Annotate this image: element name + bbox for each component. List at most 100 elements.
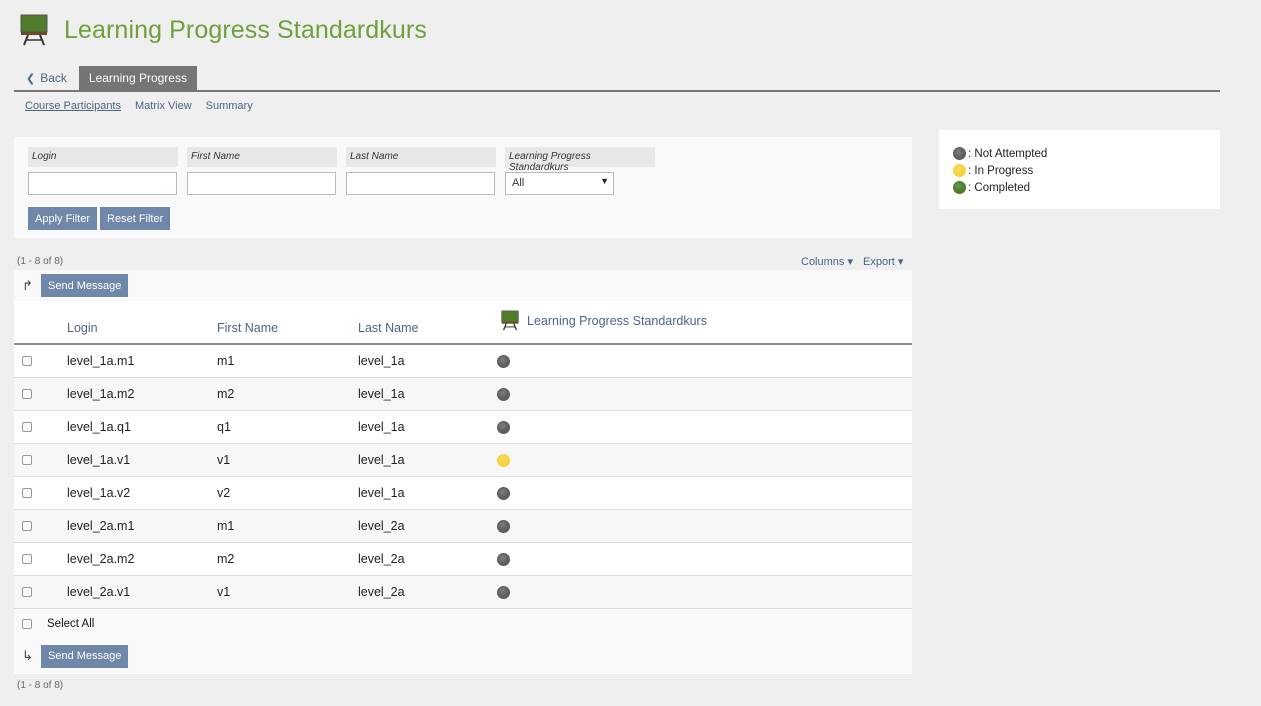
cell-first-name: v1 [217,585,231,599]
table-row: level_1a.m2 m2 level_1a [14,378,912,411]
cell-first-name: m2 [217,552,235,566]
legend-not-attempted-label: : Not Attempted [968,147,1048,160]
chevron-left-icon: ❮ [26,72,36,85]
select-all-checkbox[interactable] [22,619,32,629]
cell-login: level_2a.v1 [67,585,131,599]
tab-learning-progress[interactable]: Learning Progress [78,66,197,90]
row-checkbox[interactable] [22,455,32,465]
course-status-select-value: All [512,177,525,189]
cell-login: level_1a.m2 [67,387,135,401]
arrow-up-right-icon: ↱ [22,277,33,293]
tab-bar: ❮ Back Learning Progress [14,66,1220,92]
export-dropdown[interactable]: Export ▾ [863,255,903,268]
last-name-filter: Last Name [346,147,496,195]
table-controls: Columns ▾ Export ▾ [801,255,903,268]
first-name-filter: First Name [187,147,337,195]
export-dropdown-label: Export [863,256,895,268]
column-header-first-name[interactable]: First Name [217,321,279,335]
status-dot-icon [497,354,510,368]
back-tab[interactable]: ❮ Back [14,66,79,90]
select-all-label: Select All [47,618,95,630]
status-dot-icon [953,181,966,194]
cell-login: level_1a.q1 [67,420,131,434]
legend-in-progress-label: : In Progress [968,164,1034,177]
page-title: Learning Progress Standardkurs [64,15,427,44]
cell-login: level_2a.m1 [67,519,135,533]
filter-panel: Login First Name Last Name Learning Prog… [14,137,912,238]
table-row: level_2a.m2 m2 level_2a [14,543,912,576]
cell-last-name: level_1a [358,420,405,434]
table-row: level_2a.m1 m1 level_2a [14,510,912,543]
column-header-login[interactable]: Login [67,321,98,335]
apply-filter-button[interactable]: Apply Filter [28,207,98,230]
legend-completed-label: : Completed [968,181,1031,194]
first-name-filter-label: First Name [187,147,337,167]
column-header-course-label: Learning Progress Standardkurs [527,313,707,328]
status-dot-icon [953,164,966,177]
row-checkbox[interactable] [22,554,32,564]
legend-not-attempted: : Not Attempted [953,145,1206,162]
cell-login: level_2a.m2 [67,552,135,566]
status-dot-icon [497,519,510,533]
first-name-filter-input[interactable] [187,172,336,195]
caret-down-icon: ▾ [897,256,904,268]
status-dot-icon [497,585,510,599]
cell-last-name: level_1a [358,486,405,500]
cell-login: level_1a.v1 [67,453,131,467]
subtab-course-participants[interactable]: Course Participants [25,100,121,112]
subtab-summary[interactable]: Summary [205,100,253,112]
cell-last-name: level_2a [358,519,405,533]
cell-first-name: m2 [217,387,235,401]
table-row: level_1a.q1 q1 level_1a [14,411,912,444]
row-checkbox[interactable] [22,587,32,597]
login-filter-label: Login [28,147,178,167]
last-name-filter-label: Last Name [346,147,496,167]
columns-dropdown[interactable]: Columns ▾ [801,255,853,268]
table-row: level_1a.v1 v1 level_1a [14,444,912,477]
status-dot-icon [497,387,510,401]
status-legend: : Not Attempted : In Progress : Complete… [939,130,1220,209]
course-filter: Learning Progress Standardkurs All ▼ [505,147,655,195]
cell-last-name: level_2a [358,552,405,566]
cell-first-name: m1 [217,519,235,533]
arrow-down-right-icon: ↳ [22,648,33,663]
caret-down-icon: ▼ [600,176,609,186]
status-dot-icon [497,486,510,500]
result-range-bottom: (1 - 8 of 8) [17,680,64,691]
page-header: Learning Progress Standardkurs [20,14,427,46]
course-board-icon [501,310,519,331]
cell-first-name: v1 [217,453,231,467]
row-checkbox[interactable] [22,521,32,531]
column-header-last-name[interactable]: Last Name [358,321,419,335]
legend-completed: : Completed [953,179,1206,196]
filter-buttons: Apply Filter Reset Filter [28,207,171,230]
status-dot-icon [497,420,510,434]
last-name-filter-input[interactable] [346,172,495,195]
cell-last-name: level_2a [358,585,405,599]
login-filter: Login [28,147,178,195]
status-dot-icon [497,552,510,566]
send-message-button-bottom[interactable]: Send Message [41,644,129,668]
row-checkbox[interactable] [22,389,32,399]
course-board-icon [20,14,48,46]
send-message-button-top[interactable]: Send Message [41,274,129,297]
row-checkbox[interactable] [22,488,32,498]
course-filter-label: Learning Progress Standardkurs [505,147,655,173]
caret-down-icon: ▾ [847,256,853,268]
table-body: level_1a.m1 m1 level_1a level_1a.m2 m2 level_… [14,345,912,609]
cell-login: level_1a.m1 [67,354,135,368]
table-row: level_1a.m1 m1 level_1a [14,345,912,378]
column-header-course[interactable]: Learning Progress Standardkurs [501,310,707,331]
back-tab-label: Back [40,71,67,85]
row-checkbox[interactable] [22,356,32,366]
cell-last-name: level_1a [358,354,405,368]
row-checkbox[interactable] [22,422,32,432]
course-status-select[interactable]: All ▼ [505,172,614,195]
subtab-matrix-view[interactable]: Matrix View [135,100,192,112]
cell-login: level_1a.v2 [67,486,131,500]
result-range-top: (1 - 8 of 8) [17,256,64,267]
login-filter-input[interactable] [28,172,177,195]
cell-first-name: v2 [217,486,231,500]
reset-filter-button[interactable]: Reset Filter [100,207,171,230]
cell-first-name: q1 [217,420,231,434]
